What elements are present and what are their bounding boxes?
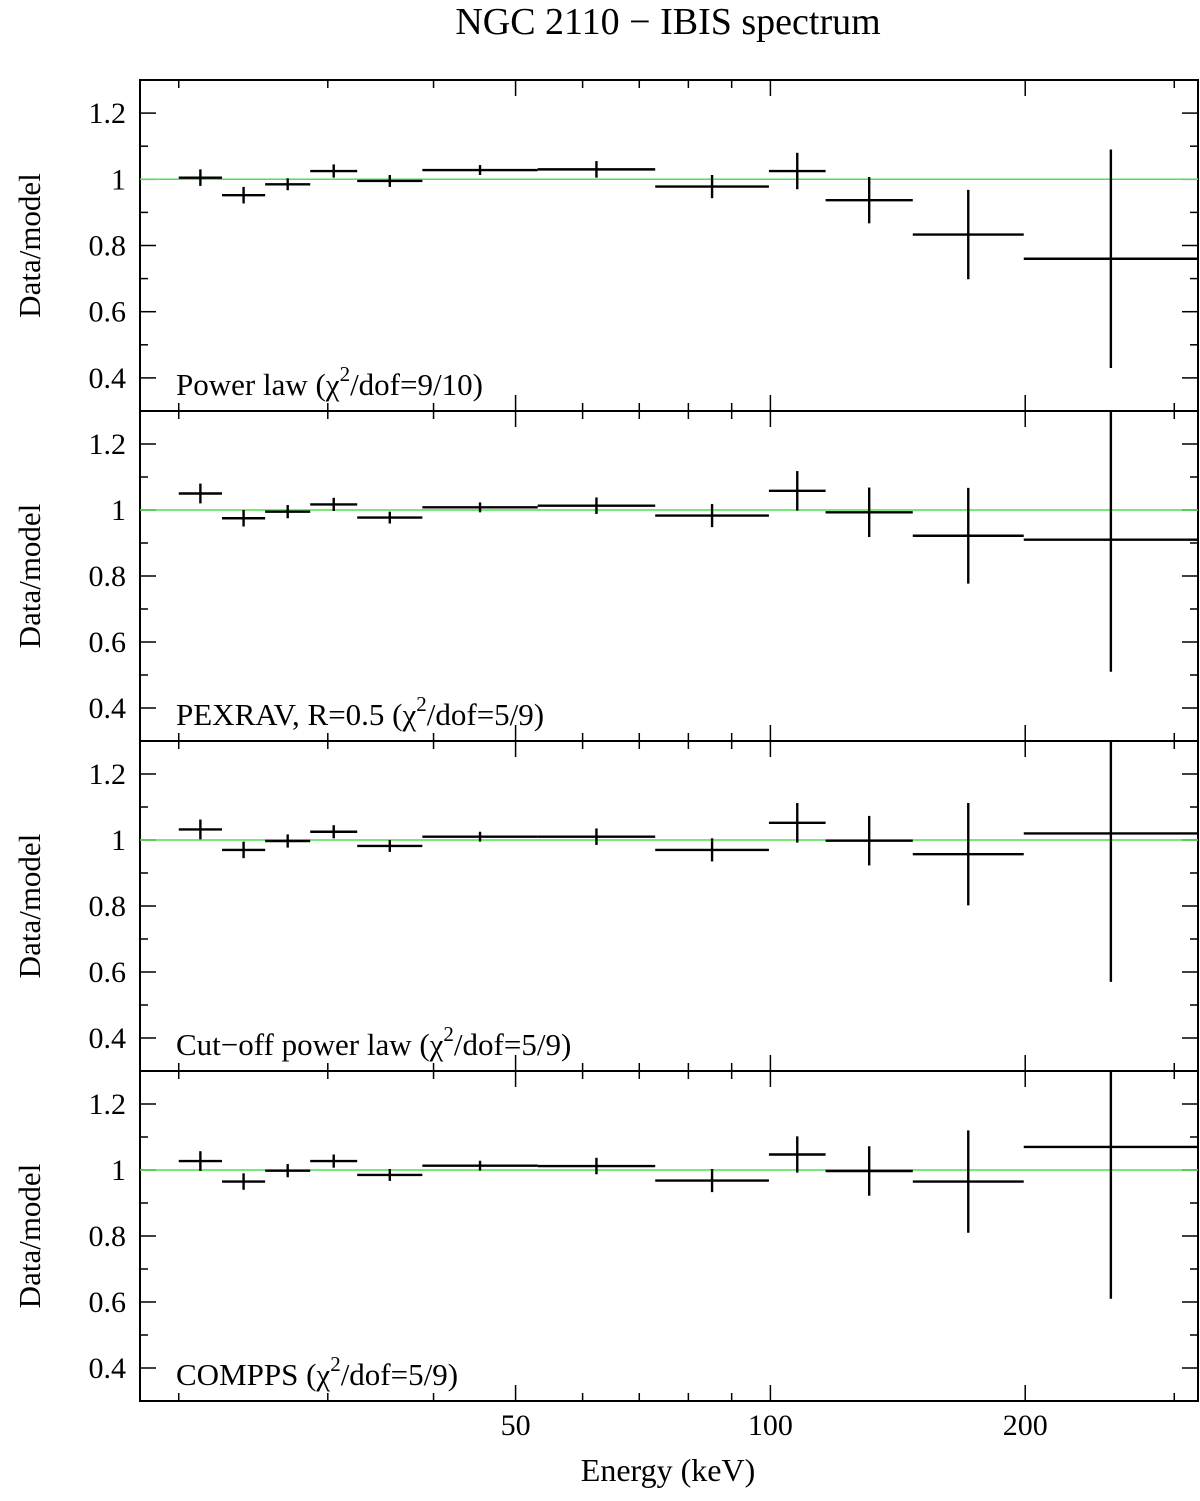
data-point [178,483,223,504]
data-point [310,164,358,178]
data-point [825,176,913,224]
y-tick-label: 1 [111,824,126,857]
x-tick-label: 200 [1003,1409,1048,1442]
data-point [357,840,423,852]
data-point [1023,741,1198,982]
data-point [310,497,358,511]
data-point [768,1136,826,1173]
data-point [655,174,769,199]
y-tick-label: 0.4 [89,692,127,725]
x-axis-label: Energy (keV) [581,1452,755,1488]
data-point [768,471,826,511]
data-point [537,828,656,845]
panel-2: 0.4 0.6 0.8 1 1.2 Data/model PEXRAV, R=0.5 (χ2… [12,410,1199,742]
data-point [912,487,1024,584]
panel-frame [139,740,1199,1072]
data-point [912,803,1024,906]
data-point [825,487,913,538]
y-tick-label: 1 [111,494,126,527]
panel-frame [139,1070,1199,1402]
data-point [912,189,1024,280]
data-point [222,510,266,527]
data-point [222,1173,266,1190]
y-tick-label: 0.8 [89,230,127,263]
y-tick-label: 0.8 [89,890,127,923]
data-point [422,831,538,842]
data-point [178,1151,223,1171]
data-point [1023,411,1198,672]
panel-frame [139,410,1199,742]
y-tick-label: 1 [111,1154,126,1187]
panel-3: 0.4 0.6 0.8 1 1.2 Data/model Cut−off power law… [12,740,1199,1072]
y-axis-label: Data/model [12,834,47,979]
data-points [178,1071,1198,1299]
data-point [357,1169,423,1181]
data-point [178,819,223,840]
data-point [768,152,826,190]
panel-label: PEXRAV, R=0.5 (χ2/dof=5/9) [176,692,544,732]
data-point [422,1160,538,1171]
data-points [178,411,1198,672]
y-tick-label: 0.6 [89,626,127,659]
y-tick-label: 1.2 [89,97,127,130]
x-tick-label: 50 [501,1409,531,1442]
panel-4: 0.4 0.6 0.8 1 1.2 Data/model COMPPS (χ2/dof=5/… [12,1070,1199,1402]
data-point [357,511,423,524]
data-point [1023,149,1198,368]
data-point [265,834,311,848]
data-point [912,1130,1024,1233]
y-tick-label: 0.6 [89,1286,127,1319]
y-tick-label: 0.6 [89,956,127,989]
x-tick-label: 100 [748,1409,793,1442]
data-point [768,803,826,843]
data-points [178,149,1198,368]
y-axis-label: Data/model [12,504,47,649]
data-point [422,502,538,513]
data-point [825,815,913,866]
y-tick-label: 1.2 [89,758,127,791]
y-tick-label: 0.8 [89,560,127,593]
panel-label: COMPPS (χ2/dof=5/9) [176,1352,458,1392]
data-point [422,165,538,175]
data-points [178,741,1198,982]
y-tick-label: 0.6 [89,296,127,329]
panel-label: Cut−off power law (χ2/dof=5/9) [176,1022,571,1062]
y-tick-label: 0.4 [89,1352,127,1385]
y-axis-label: Data/model [12,1164,47,1309]
y-tick-label: 0.4 [89,362,127,395]
panel-1: 0.4 0.6 0.8 1 1.2 Data/model Power law (χ2/dof… [12,79,1199,412]
data-point [655,838,769,862]
data-point [655,504,769,528]
panel-frame [139,79,1199,412]
y-tick-label: 1 [111,163,126,196]
y-axis-label: Data/model [12,173,47,318]
y-tick-label: 0.8 [89,1220,127,1253]
panels-layer: 0.4 0.6 0.8 1 1.2 Data/model Power law (χ2/dof… [12,79,1199,1442]
data-point [310,1154,358,1168]
data-point [265,1164,311,1178]
data-point [537,497,656,514]
y-tick-label: 1.2 [89,428,127,461]
chart-title: NGC 2110 − IBIS spectrum [455,1,880,43]
data-point [537,1157,656,1175]
data-point [178,169,223,186]
data-point [222,186,266,204]
y-tick-label: 0.4 [89,1022,127,1055]
data-point [357,174,423,187]
y-tick-label: 1.2 [89,1088,127,1121]
data-point [537,161,656,178]
data-point [265,178,311,191]
data-point [655,1169,769,1193]
data-point [222,841,266,859]
data-point [310,825,358,839]
data-point [825,1146,913,1196]
data-point [265,505,311,519]
panel-label: Power law (χ2/dof=9/10) [176,362,483,402]
data-point [1023,1071,1198,1299]
